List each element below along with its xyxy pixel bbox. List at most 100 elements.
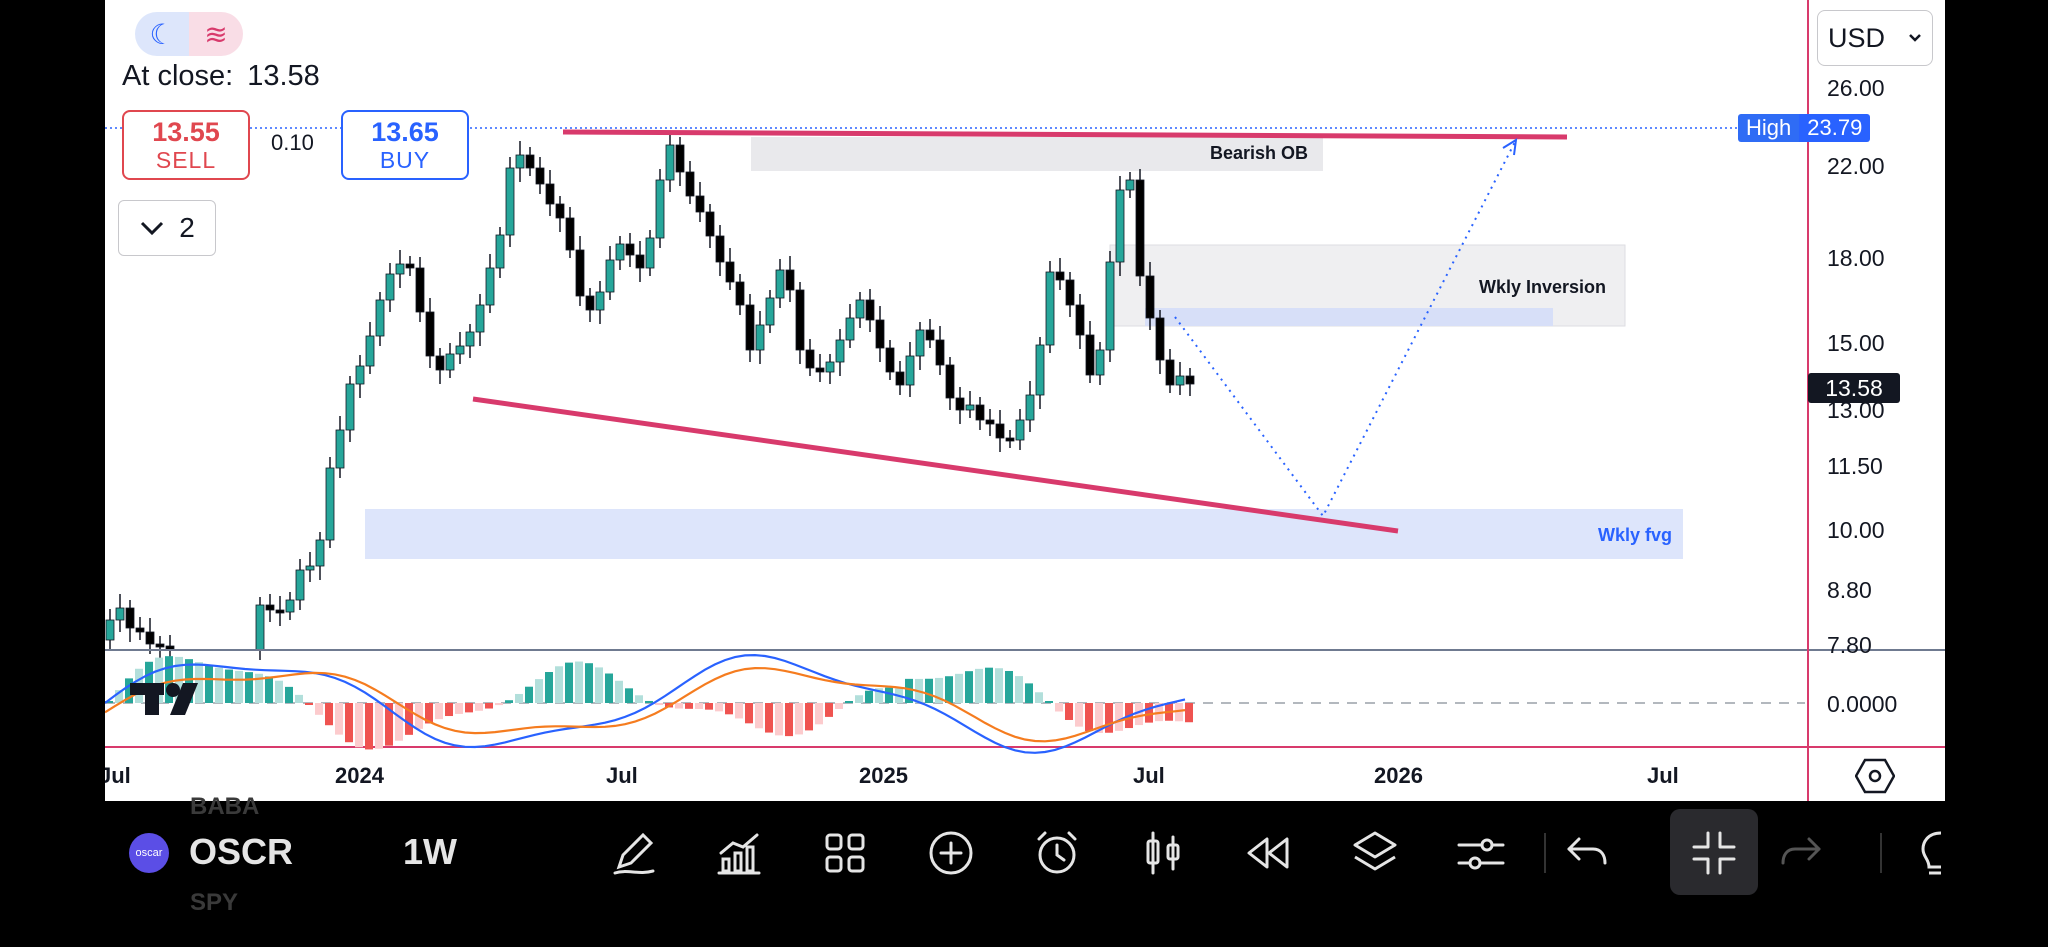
candle-body	[345, 383, 355, 431]
histogram-bar	[545, 672, 553, 703]
histogram-bar	[205, 665, 213, 703]
histogram-bar	[475, 703, 483, 711]
histogram-bar	[875, 688, 883, 703]
histogram-bar	[565, 662, 573, 703]
histogram-bar	[555, 666, 563, 703]
histogram-bar	[525, 686, 533, 703]
histogram-bar	[905, 678, 913, 703]
candle-body	[395, 263, 405, 275]
undo-icon[interactable]	[1563, 829, 1611, 877]
price-tick: 8.80	[1827, 577, 1872, 603]
candle-body	[795, 289, 805, 351]
candle-body	[255, 604, 265, 651]
support-trendline[interactable]	[472, 396, 1399, 534]
histogram-bar	[605, 673, 613, 703]
price-tick: 10.00	[1827, 517, 1885, 543]
candle-body	[435, 355, 445, 371]
candle-body	[975, 404, 985, 421]
histogram-bar	[765, 703, 773, 733]
histogram-bar	[995, 668, 1003, 703]
histogram-bar	[595, 667, 603, 703]
candle-body	[515, 154, 525, 169]
candle-body	[835, 339, 845, 363]
resistance-trendline[interactable]	[562, 129, 1568, 140]
indicators-icon[interactable]	[715, 829, 763, 877]
hexagon-settings-icon[interactable]	[1855, 758, 1895, 794]
waves-icon[interactable]: ≋	[189, 12, 243, 56]
candle-body	[325, 467, 335, 541]
histogram-bar	[145, 661, 153, 703]
histogram-bar	[1025, 683, 1033, 703]
histogram-bar	[1015, 676, 1023, 703]
candle-body	[465, 331, 475, 347]
candle-body	[135, 627, 145, 633]
histogram-bar	[385, 703, 393, 746]
candle-body	[725, 261, 735, 283]
symbol-name[interactable]: OSCR	[189, 831, 294, 872]
theme-toggle[interactable]: ☾ ≋	[135, 12, 243, 56]
add-icon[interactable]	[927, 829, 975, 877]
histogram-bar	[1065, 703, 1073, 720]
candles-icon[interactable]	[1139, 829, 1187, 877]
candle-body	[695, 195, 705, 213]
histogram-bar	[1135, 703, 1143, 726]
candle-body	[375, 299, 385, 337]
candle-body	[1085, 334, 1095, 376]
projection-path[interactable]	[1174, 141, 1516, 518]
histogram-bar	[645, 700, 653, 703]
histogram-bar	[935, 677, 943, 703]
histogram-bar	[715, 703, 723, 712]
price-tick: 11.50	[1827, 453, 1883, 479]
wkly-inversion-label: Wkly Inversion	[1479, 277, 1607, 297]
time-tick: 2025	[859, 763, 908, 788]
chart-canvas[interactable]	[105, 0, 1945, 900]
histogram-bar	[245, 672, 253, 703]
interval-button[interactable]: 1W	[403, 831, 457, 872]
buy-button[interactable]: 13.65 BUY	[341, 110, 469, 180]
histogram-bar	[495, 703, 503, 706]
replay-icon[interactable]	[1245, 829, 1293, 877]
macd-histogram	[105, 656, 1193, 750]
histogram-bar	[705, 703, 713, 710]
histogram-bar	[195, 662, 203, 703]
candle-body	[265, 604, 275, 611]
buy-label: BUY	[379, 147, 431, 173]
collapse-icon[interactable]	[1690, 829, 1738, 877]
candle-body	[625, 243, 635, 256]
histogram-bar	[515, 693, 523, 703]
legend-collapse-button[interactable]: 2	[118, 200, 216, 256]
time-tick: 2024	[335, 763, 384, 788]
at-close-label: At close:	[122, 60, 234, 92]
bearish-ob-zone	[751, 137, 1323, 171]
bulb-icon[interactable]	[1913, 829, 1945, 877]
alert-clock-icon[interactable]	[1033, 829, 1081, 877]
candle-body	[905, 355, 915, 386]
projection-arrowhead	[1502, 138, 1518, 156]
candle-body	[315, 539, 325, 567]
histogram-bar	[735, 703, 743, 719]
moon-icon[interactable]: ☾	[135, 12, 189, 56]
pen-icon[interactable]	[609, 829, 657, 877]
spread-value: 0.10	[271, 130, 314, 155]
settings-sliders-icon[interactable]	[1457, 829, 1505, 877]
candle-body	[915, 329, 925, 357]
candle-body	[775, 269, 785, 299]
candle-body	[805, 349, 815, 369]
candle-body	[365, 335, 375, 367]
histogram-bar	[955, 673, 963, 703]
histogram-bar	[775, 703, 783, 736]
redo-icon[interactable]	[1777, 829, 1825, 877]
layers-icon[interactable]	[1351, 829, 1399, 877]
faded-symbol: BABA	[190, 793, 260, 820]
macd-line	[105, 653, 1186, 754]
sell-button[interactable]: 13.55 SELL	[122, 110, 250, 180]
buy-price: 13.65	[371, 117, 439, 147]
candle-body	[845, 317, 855, 341]
candle-body	[875, 319, 885, 349]
currency-select[interactable]: USD	[1817, 10, 1933, 66]
symbol-avatar[interactable]: oscar	[129, 833, 169, 873]
histogram-bar	[425, 703, 433, 724]
candle-body	[1045, 271, 1055, 346]
candle-body	[645, 237, 655, 269]
layouts-grid-icon[interactable]	[821, 829, 869, 877]
